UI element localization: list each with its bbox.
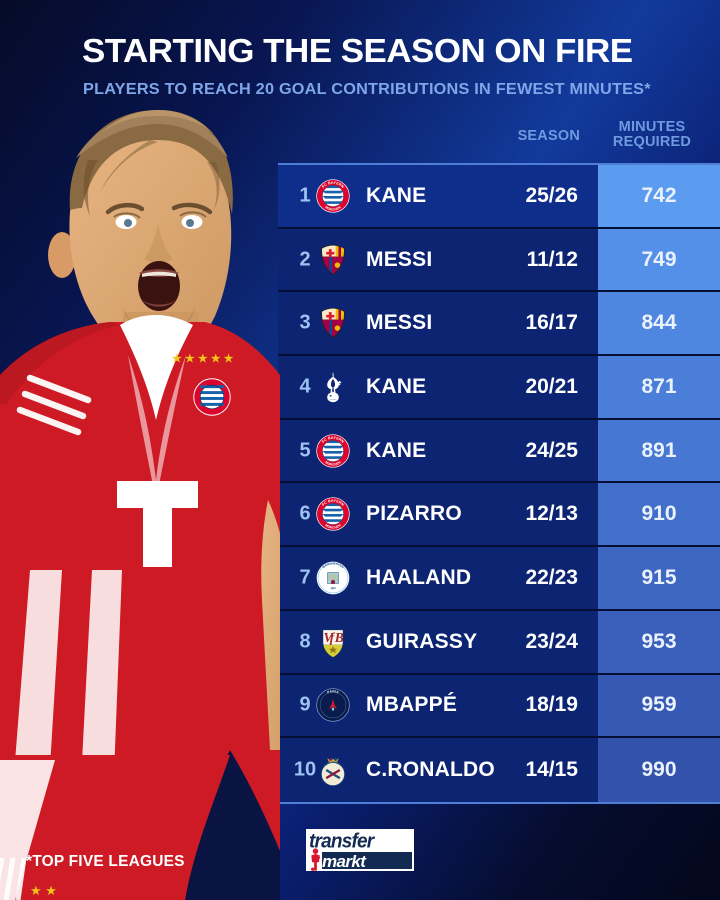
- svg-text:★ ★: ★ ★: [30, 883, 57, 898]
- svg-text:★ ★ ★ ★ ★: ★ ★ ★ ★ ★: [172, 353, 234, 365]
